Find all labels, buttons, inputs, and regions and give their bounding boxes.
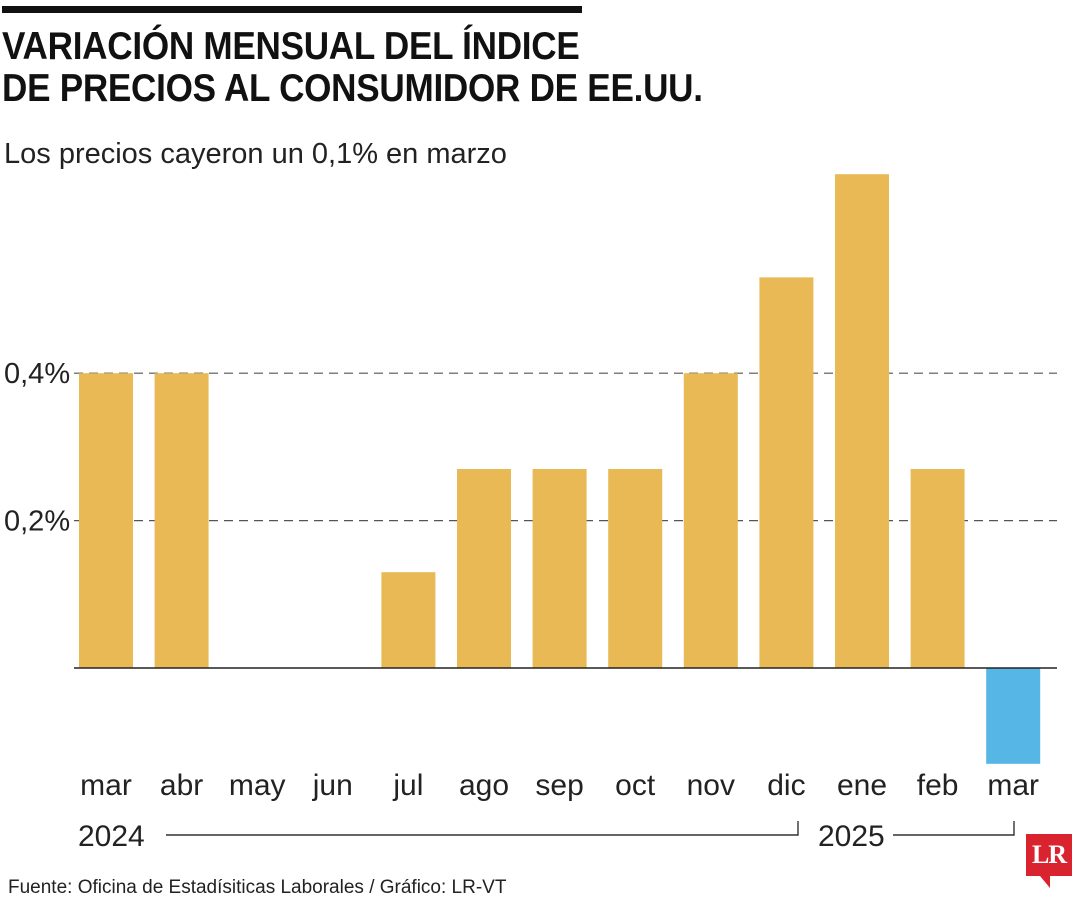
lr-logo-tail [1040, 876, 1050, 888]
year-bracket-2024 [166, 821, 799, 836]
x-tick-label: dic [767, 769, 805, 802]
lr-logo: LR [1026, 834, 1072, 876]
x-tick-label: jun [312, 769, 353, 802]
x-tick-label: ene [837, 769, 887, 802]
bar [986, 668, 1041, 764]
top-rule [2, 6, 582, 13]
bar [835, 174, 889, 668]
x-tick-label: oct [615, 769, 656, 802]
bar [381, 572, 436, 668]
x-tick-label: may [229, 769, 286, 802]
x-tick-label: sep [535, 769, 583, 802]
bar [683, 373, 738, 668]
x-tick-label: mar [80, 769, 132, 802]
bar [910, 469, 965, 668]
x-tick-label: nov [687, 769, 735, 802]
x-tick-label: mar [987, 769, 1039, 802]
chart-title: VARIACIÓN MENSUAL DEL ÍNDICE DE PRECIOS … [2, 26, 703, 110]
x-tick-label: abr [160, 769, 203, 802]
bar [457, 469, 511, 668]
x-tick-label: jul [392, 769, 423, 802]
bar [759, 277, 814, 668]
x-tick-label: ago [459, 769, 509, 802]
source-note: Fuente: Oficina de Estadísiticas Laboral… [8, 877, 507, 898]
bar [154, 373, 209, 668]
x-tick-label: feb [917, 769, 959, 802]
chart-subtitle: Los precios cayeron un 0,1% en marzo [4, 138, 507, 170]
bar [608, 469, 663, 668]
chart-title-line1: VARIACIÓN MENSUAL DEL ÍNDICE [2, 25, 580, 68]
bar [532, 469, 587, 668]
year-bracket-2025 [893, 821, 1015, 836]
year-label-2024: 2024 [78, 820, 145, 853]
year-label-2025: 2025 [818, 820, 885, 853]
y-tick-label: 0,4% [4, 358, 70, 390]
bar [79, 373, 133, 668]
y-tick-label: 0,2% [4, 506, 70, 538]
chart-title-line2: DE PRECIOS AL CONSUMIDOR DE EE.UU. [2, 67, 703, 110]
